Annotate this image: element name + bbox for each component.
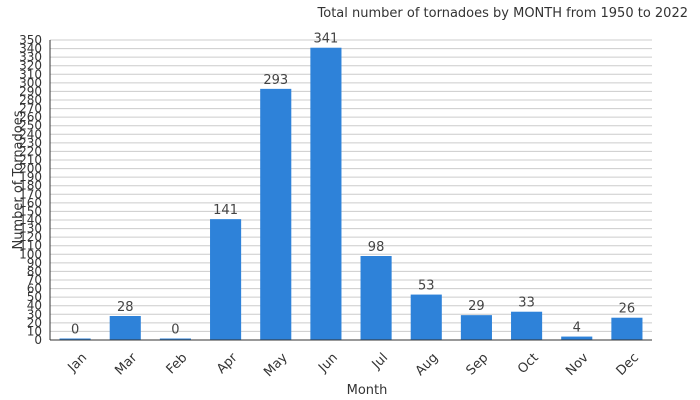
x-tick-label-apr: Apr bbox=[214, 350, 241, 377]
y-tick-label: 300 bbox=[19, 76, 42, 90]
data-label-oct: 33 bbox=[518, 296, 535, 311]
y-tick-label: 30 bbox=[27, 307, 42, 321]
x-tick-label-sep: Sep bbox=[464, 350, 492, 378]
data-label-jul: 98 bbox=[368, 240, 385, 255]
y-tick-label: 230 bbox=[19, 136, 42, 150]
x-tick-label-jan: Jan bbox=[65, 350, 90, 375]
bar-nov bbox=[561, 336, 593, 340]
data-label-feb: 0 bbox=[171, 323, 179, 338]
y-tick-label: 320 bbox=[19, 59, 42, 73]
y-tick-label: 240 bbox=[19, 127, 42, 141]
bar-sep bbox=[460, 315, 492, 340]
bars bbox=[59, 47, 643, 340]
x-tick-label-dec: Dec bbox=[614, 350, 642, 378]
bar-dec bbox=[611, 317, 643, 340]
bar-apr bbox=[210, 219, 242, 340]
x-tick-label-mar: Mar bbox=[112, 350, 140, 378]
x-axis-ticks: Jan Mar Feb Apr May Jun Jul Aug Sep Oct Nov Dec bbox=[65, 350, 642, 380]
y-tick-label: 270 bbox=[19, 102, 42, 116]
chart-title: Total number of tornadoes by MONTH from … bbox=[317, 6, 688, 21]
bar-mar bbox=[109, 316, 141, 340]
data-label-aug: 53 bbox=[418, 279, 435, 294]
data-label-dec: 26 bbox=[619, 302, 636, 317]
y-tick-label: 260 bbox=[19, 110, 42, 124]
y-tick-label: 10 bbox=[27, 324, 42, 338]
y-tick-label: 90 bbox=[27, 256, 42, 270]
bar-jul bbox=[360, 256, 392, 340]
y-tick-label: 250 bbox=[19, 119, 42, 133]
x-tick-label-may: May bbox=[261, 350, 291, 380]
data-label-mar: 28 bbox=[117, 300, 134, 315]
gridlines bbox=[50, 39, 652, 332]
y-tick-label: 340 bbox=[19, 42, 42, 56]
y-tick-label: 310 bbox=[19, 67, 42, 81]
y-tick-label: 170 bbox=[19, 187, 42, 201]
data-label-sep: 29 bbox=[468, 299, 485, 314]
x-tick-label-aug: Aug bbox=[413, 350, 442, 379]
data-label-jan: 0 bbox=[71, 323, 79, 338]
bar-aug bbox=[410, 294, 442, 340]
x-axis-title: Month bbox=[347, 383, 388, 398]
bar-feb bbox=[159, 338, 191, 340]
y-tick-label: 220 bbox=[19, 144, 42, 158]
y-tick-label: 210 bbox=[19, 153, 42, 167]
data-label-nov: 4 bbox=[573, 321, 581, 336]
data-label-apr: 141 bbox=[213, 203, 238, 218]
bar-jun bbox=[310, 47, 342, 340]
y-tick-label: 350 bbox=[19, 33, 42, 47]
y-tick-label: 140 bbox=[19, 213, 42, 227]
data-label-may: 293 bbox=[263, 73, 288, 88]
y-tick-label: 280 bbox=[19, 93, 42, 107]
y-tick-label: 150 bbox=[19, 204, 42, 218]
y-axis-ticks: 0102030405060708090100110120130140150160… bbox=[19, 33, 42, 347]
y-tick-label: 130 bbox=[19, 222, 42, 236]
y-tick-label: 80 bbox=[27, 264, 42, 278]
y-tick-label: 290 bbox=[19, 84, 42, 98]
data-labels: 0 28 0 141 293 341 98 53 29 33 4 26 bbox=[71, 32, 635, 338]
x-tick-label-jul: Jul bbox=[369, 350, 391, 372]
y-tick-label: 50 bbox=[27, 290, 42, 304]
y-tick-label: 200 bbox=[19, 162, 42, 176]
x-tick-label-oct: Oct bbox=[515, 350, 542, 377]
bar-oct bbox=[511, 311, 543, 340]
y-tick-label: 110 bbox=[19, 239, 42, 253]
y-tick-label: 180 bbox=[19, 179, 42, 193]
y-tick-label: 60 bbox=[27, 282, 42, 296]
y-tick-label: 70 bbox=[27, 273, 42, 287]
y-tick-label: 330 bbox=[19, 50, 42, 64]
bar-jan bbox=[59, 338, 91, 340]
y-axis-title: Number of Tornadoes bbox=[11, 110, 26, 249]
y-tick-label: 100 bbox=[19, 247, 42, 261]
y-tick-label: 40 bbox=[27, 299, 42, 313]
bar-may bbox=[260, 88, 292, 340]
x-tick-label-jun: Jun bbox=[315, 350, 341, 376]
x-tick-label-nov: Nov bbox=[563, 350, 592, 379]
y-tick-label: 160 bbox=[19, 196, 42, 210]
y-tick-label: 0 bbox=[34, 333, 42, 347]
x-tick-label-feb: Feb bbox=[164, 350, 191, 377]
y-tick-label: 20 bbox=[27, 316, 42, 330]
data-label-jun: 341 bbox=[314, 32, 339, 47]
y-tick-label: 190 bbox=[19, 170, 42, 184]
y-tick-label: 120 bbox=[19, 230, 42, 244]
